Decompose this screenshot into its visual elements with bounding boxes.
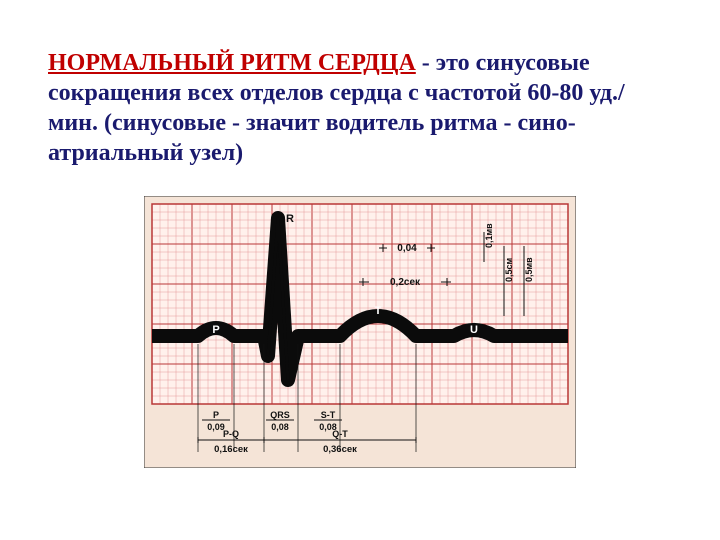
heading: НОРМАЛЬНЫЙ РИТМ СЕРДЦА - это синусовые с… xyxy=(48,48,672,168)
svg-text:P: P xyxy=(213,410,219,420)
svg-text:Q-T: Q-T xyxy=(332,429,348,439)
svg-text:0,04: 0,04 xyxy=(397,243,417,254)
svg-text:0,5см: 0,5см xyxy=(504,257,514,282)
heading-term: НОРМАЛЬНЫЙ РИТМ СЕРДЦА xyxy=(48,50,416,76)
svg-text:U: U xyxy=(470,324,478,336)
svg-text:0,08: 0,08 xyxy=(271,422,289,432)
ecg-figure: PRTU0,040,2сек0,1мв0,5см0,5мвP0,09QRS0,0… xyxy=(144,196,576,468)
svg-text:R: R xyxy=(286,213,294,225)
svg-text:0,1мв: 0,1мв xyxy=(484,223,494,248)
svg-text:0,36сек: 0,36сек xyxy=(323,444,357,455)
svg-text:P: P xyxy=(212,324,219,336)
svg-text:S-T: S-T xyxy=(321,410,336,420)
svg-text:0,16сек: 0,16сек xyxy=(214,444,248,455)
svg-text:T: T xyxy=(375,305,382,317)
svg-text:P-Q: P-Q xyxy=(223,429,239,439)
svg-text:0,5мв: 0,5мв xyxy=(524,257,534,282)
svg-text:0,2сек: 0,2сек xyxy=(390,277,421,288)
svg-text:QRS: QRS xyxy=(270,410,290,420)
heading-dash: - xyxy=(416,50,436,76)
